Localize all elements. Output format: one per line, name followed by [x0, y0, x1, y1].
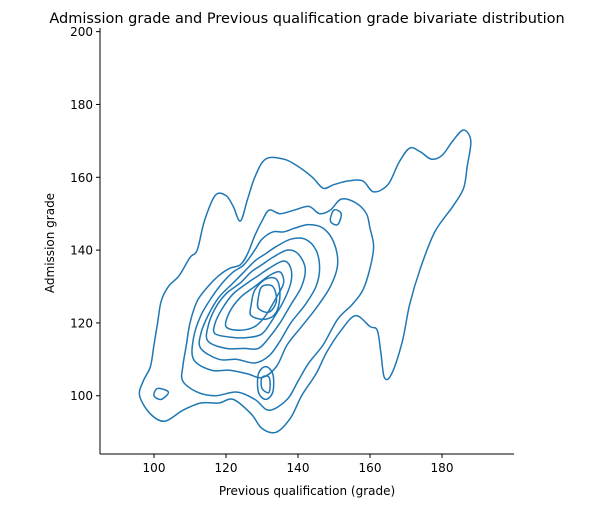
- x-axis-label: Previous qualification (grade): [219, 484, 395, 498]
- contour-line-7: [224, 270, 285, 331]
- x-tick-label: 120: [215, 461, 238, 475]
- contour-line-5: [205, 249, 307, 350]
- contour-line-8: [249, 276, 281, 321]
- contour-line-13: [329, 209, 343, 226]
- contour-line-4: [198, 237, 321, 364]
- y-ticks: 100 120 140 160 180 200: [70, 25, 100, 403]
- chart-title: Admission grade and Previous qualificati…: [49, 11, 564, 27]
- x-tick-label: 140: [287, 461, 310, 475]
- x-tick-label: 100: [143, 461, 166, 475]
- contour-line-12: [153, 387, 170, 401]
- x-tick-label: 160: [359, 461, 382, 475]
- contour-line-9: [256, 284, 278, 314]
- y-tick-label: 140: [70, 244, 93, 258]
- axes: [99, 28, 514, 455]
- x-tick-label: 180: [431, 461, 454, 475]
- contour-line-6: [212, 260, 293, 339]
- y-tick-label: 200: [70, 25, 93, 39]
- contour-line-1: [138, 129, 472, 434]
- x-ticks: 100 120 140 160 180: [143, 454, 454, 475]
- y-axis-label: Admission grade: [43, 193, 57, 293]
- plot-area: [138, 129, 472, 434]
- contour-line-11: [260, 375, 271, 394]
- contour-line-2: [180, 198, 375, 412]
- y-tick-label: 160: [70, 171, 93, 185]
- y-tick-label: 180: [70, 98, 93, 112]
- contour-line-10: [256, 365, 275, 401]
- y-tick-label: 120: [70, 316, 93, 330]
- y-tick-label: 100: [70, 389, 93, 403]
